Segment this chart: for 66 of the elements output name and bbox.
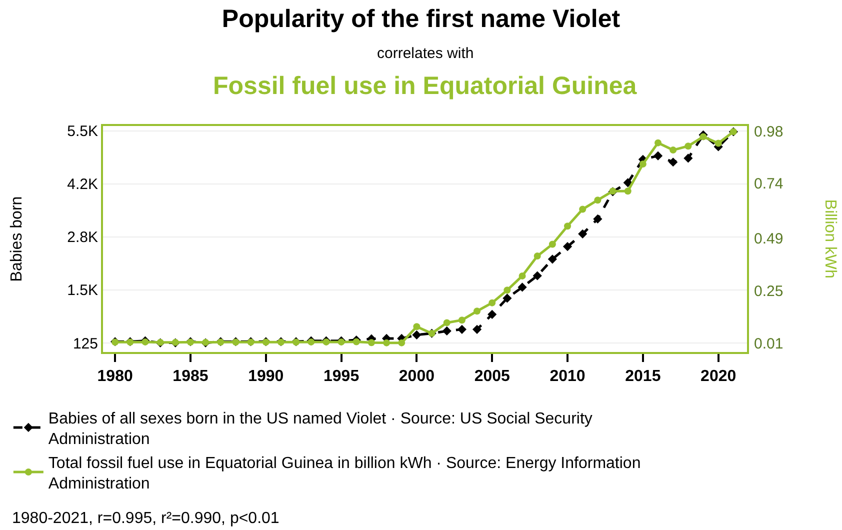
- y-tick-label: 125: [72, 335, 98, 352]
- point: [700, 133, 707, 140]
- point: [472, 324, 482, 334]
- point: [488, 299, 496, 306]
- x-tick-label: 1990: [248, 368, 284, 386]
- point: [532, 271, 542, 280]
- y2-tick-label: 0.01: [754, 335, 784, 352]
- point: [488, 310, 497, 319]
- x-tick-label: 2005: [474, 368, 510, 386]
- point: [548, 254, 557, 264]
- point: [518, 272, 526, 280]
- point: [578, 229, 588, 238]
- point: [594, 196, 602, 204]
- point: [443, 319, 450, 326]
- legend-label: Total fossil fuel use in Equatorial Guinea in billion kWh · Source: Energy Information Administration: [48, 454, 641, 493]
- x-tick-label: 1995: [324, 368, 360, 386]
- point: [383, 339, 390, 346]
- text: Fossil fuel use in Equatorial Guinea: [213, 72, 638, 100]
- point: [474, 308, 481, 315]
- y-tick-label: 2.8K: [67, 229, 98, 246]
- y2-axis-title: Billion kWh: [822, 199, 839, 278]
- x-tick-label: 2015: [625, 368, 661, 386]
- legend-label: Babies of all sexes born in the US named Violet · Source: US Social Security Administration: [48, 410, 592, 448]
- point: [398, 339, 406, 346]
- x-tick-label: 2000: [398, 368, 435, 386]
- point: [593, 214, 602, 224]
- point: [518, 282, 527, 292]
- point: [457, 324, 466, 334]
- point: [623, 178, 632, 188]
- point: [653, 151, 663, 160]
- point: [458, 316, 466, 324]
- point: [352, 338, 360, 346]
- point: [548, 240, 556, 248]
- point: [502, 294, 512, 303]
- y2-tick-label: 0.49: [754, 230, 784, 248]
- y-tick-label: 5.5K: [67, 123, 98, 140]
- y2-tick-label: 0.74: [754, 176, 784, 193]
- chart-title: Popularity of the first name Violet: [222, 4, 621, 33]
- point: [442, 326, 452, 336]
- point: [368, 339, 375, 346]
- y-axis-title: Babies born: [8, 196, 26, 282]
- point: [504, 286, 511, 294]
- point: [670, 146, 677, 154]
- point: [654, 139, 662, 146]
- point: [412, 330, 422, 340]
- y2-tick-label: 0.25: [754, 282, 784, 300]
- x-tick-label: 1980: [97, 368, 133, 386]
- y-tick-label: 4.2K: [67, 176, 98, 194]
- y-tick-label: 1.5K: [67, 282, 98, 300]
- point: [624, 188, 632, 195]
- x-tick-label: 2020: [700, 368, 736, 386]
- point: [684, 154, 693, 163]
- x-tick-label: 1985: [172, 368, 208, 386]
- point: [714, 140, 722, 147]
- y2-tick-label: 0.98: [754, 123, 784, 140]
- text: 1980-2021, r=0.995, r²=0.990, p<0.01: [12, 510, 280, 527]
- point: [579, 206, 586, 213]
- point: [684, 142, 692, 150]
- point: [564, 222, 572, 230]
- point: [639, 160, 646, 168]
- x-tick-label: 2010: [550, 368, 586, 386]
- point: [668, 158, 678, 167]
- point: [413, 323, 420, 330]
- chart-subtitle: correlates with: [377, 45, 474, 62]
- point: [534, 252, 541, 260]
- point: [562, 242, 572, 252]
